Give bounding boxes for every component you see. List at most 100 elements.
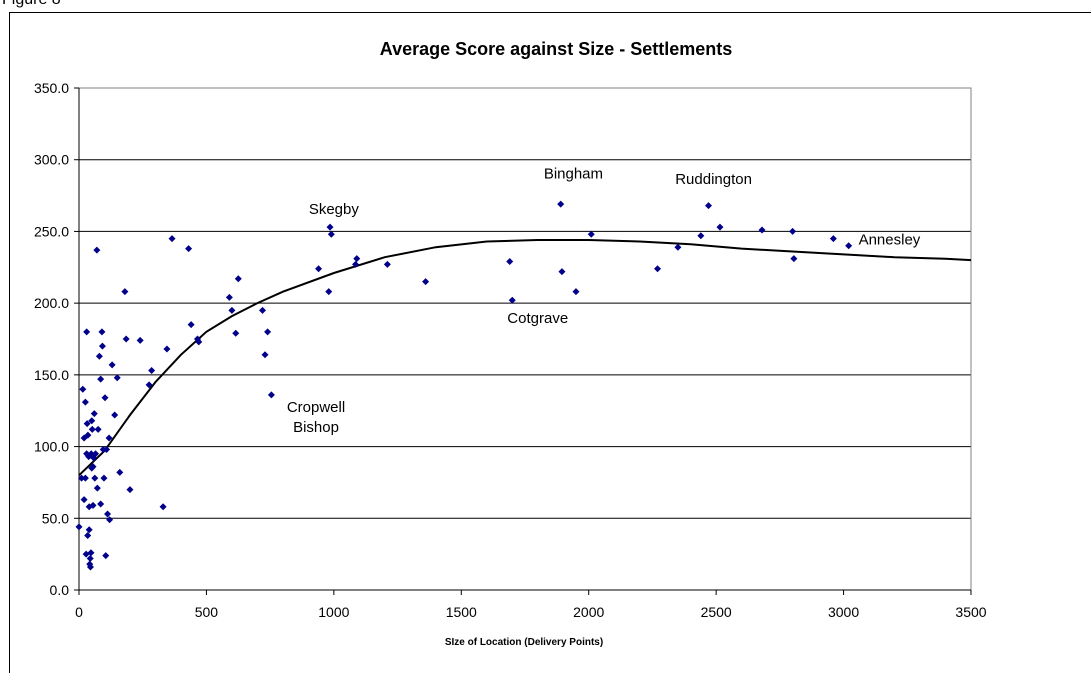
y-tick-label: 0.0 [50, 582, 70, 598]
data-point [261, 351, 269, 359]
data-point [258, 306, 266, 314]
data-point [267, 391, 275, 399]
annotation-label: Ruddington [675, 171, 752, 188]
data-point [85, 526, 93, 534]
data-point [89, 501, 97, 509]
x-axis-label: SIze of Location (Delivery Points) [445, 637, 603, 648]
data-point [674, 243, 682, 251]
x-tick-label: 3500 [955, 604, 986, 620]
data-point [829, 235, 837, 243]
data-point [353, 255, 361, 263]
data-point [697, 232, 705, 240]
y-tick-label: 100.0 [34, 439, 69, 455]
x-tick-label: 1500 [446, 604, 477, 620]
data-point [325, 288, 333, 296]
data-point [83, 420, 91, 428]
data-point [105, 434, 113, 442]
data-point [168, 235, 176, 243]
data-point [232, 329, 240, 337]
y-tick-label: 150.0 [34, 367, 69, 383]
data-point [704, 202, 712, 210]
data-point [195, 338, 203, 346]
chart-title: Average Score against Size - Settlements [380, 39, 732, 59]
data-point [845, 242, 853, 250]
data-point [88, 417, 96, 425]
data-point [145, 381, 153, 389]
data-point [88, 425, 96, 433]
data-point [587, 230, 595, 238]
x-tick-label: 3000 [828, 604, 859, 620]
data-point [101, 394, 109, 402]
data-point [91, 474, 99, 482]
data-point [572, 288, 580, 296]
data-point [79, 385, 87, 393]
chart-frame [9, 12, 1091, 673]
data-point [83, 328, 91, 336]
data-point [116, 468, 124, 476]
annotation-label: Cotgrave [507, 310, 568, 327]
data-point [98, 328, 106, 336]
figure-caption: Figure 8 [2, 0, 61, 9]
y-tick-label: 50.0 [42, 510, 69, 526]
gridlines [79, 87, 971, 519]
data-point [86, 563, 94, 571]
data-point [97, 500, 105, 508]
annotation-label: Annesley [859, 231, 921, 248]
y-axis: 0.0 50.0 100.0 150.0 200.0 250.0 300.0 350.0 [34, 80, 80, 598]
data-point [234, 275, 242, 283]
data-point [121, 288, 129, 296]
data-point [87, 549, 95, 557]
x-axis: 0 500 1000 1500 2000 2500 3000 3500 [75, 589, 987, 620]
data-point [92, 450, 100, 458]
data-point [94, 425, 102, 433]
data-point [185, 245, 193, 253]
data-point [148, 367, 156, 375]
x-tick-label: 500 [195, 604, 219, 620]
data-point [557, 200, 565, 208]
data-point [87, 450, 95, 458]
y-tick-label: 300.0 [34, 152, 69, 168]
data-point [81, 474, 89, 482]
y-tick-label: 200.0 [34, 295, 69, 311]
data-point [383, 260, 391, 268]
data-point [163, 345, 171, 353]
data-point [264, 328, 272, 336]
data-point [113, 374, 121, 382]
data-point [84, 431, 92, 439]
data-point [84, 531, 92, 539]
data-point [108, 361, 116, 369]
data-point [508, 296, 516, 304]
y-tick-label: 350.0 [34, 80, 69, 96]
data-point [100, 474, 108, 482]
data-point [327, 230, 335, 238]
trend-line [78, 239, 972, 477]
annotation-label: Cropwell Bishop [287, 399, 345, 436]
data-point [315, 265, 323, 273]
data-point [78, 474, 86, 482]
annotation-label: Bingham [544, 165, 603, 182]
data-point [80, 496, 88, 504]
data-point [422, 278, 430, 286]
annotations: Skegby Bingham Ruddington Annesley Cotgrave C… [287, 165, 921, 436]
data-point [93, 246, 101, 254]
data-point [716, 223, 724, 231]
data-point [159, 503, 167, 511]
data-point [106, 516, 114, 524]
y-tick-label: 250.0 [34, 223, 69, 239]
data-point [104, 510, 112, 518]
data-points [75, 200, 853, 571]
data-point [136, 336, 144, 344]
plot-area [78, 87, 972, 591]
data-point [506, 258, 514, 266]
data-point [352, 260, 360, 268]
data-point [81, 398, 89, 406]
data-point [93, 484, 101, 492]
data-point [228, 306, 236, 314]
data-point [98, 342, 106, 350]
data-point [95, 352, 103, 360]
data-point [86, 554, 94, 562]
data-point [90, 410, 98, 418]
data-point [758, 226, 766, 234]
data-point [187, 321, 195, 329]
